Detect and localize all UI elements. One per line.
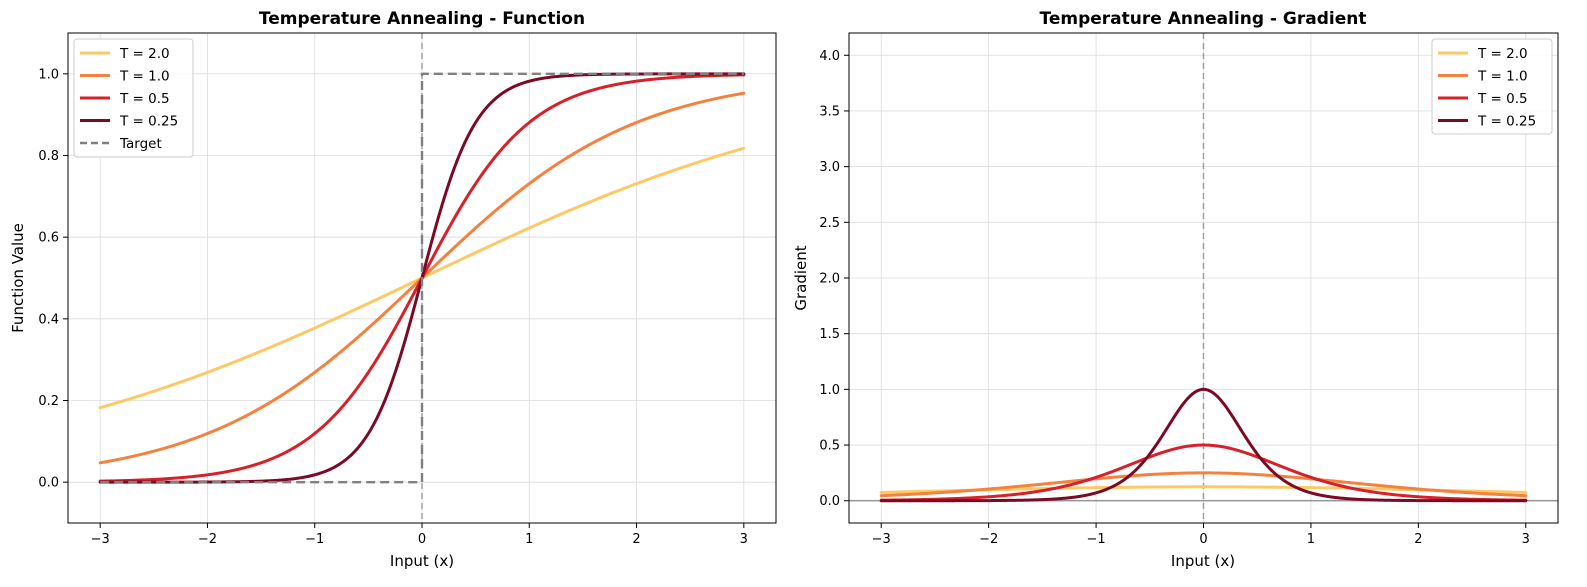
series-line	[879, 443, 1528, 502]
x-tick-label: 1	[525, 532, 533, 547]
gradient-ticks: −3 −2 −1 0 1 2 3 0.0 0.5 1.0 1.5 2.0 2.5 3.0 3.5 4.0	[819, 49, 1530, 547]
y-tick-label: 2.0	[819, 272, 840, 287]
y-tick-label: 1.0	[819, 383, 840, 398]
function-panel: −3 −2 −1 0 1 2 3 0.0 0.2 0.4 0.6 0.8 1.0 Temperature…	[9, 9, 777, 570]
x-tick-label: −1	[1086, 532, 1105, 547]
x-tick-label: 0	[418, 532, 426, 547]
y-tick-label: 0.0	[819, 494, 840, 509]
legend-box	[1431, 38, 1553, 135]
x-tick-label: 3	[740, 532, 748, 547]
legend-label: Target	[119, 136, 162, 152]
x-tick-label: 0	[1199, 532, 1207, 547]
target-line	[100, 72, 744, 484]
function-ticks: −3 −2 −1 0 1 2 3 0.0 0.2 0.4 0.6 0.8 1.0	[38, 67, 748, 547]
legend-label: T = 2.0	[1477, 46, 1528, 62]
y-tick-label: 1.0	[38, 67, 59, 82]
x-tick-label: 2	[632, 532, 640, 547]
function-series	[98, 33, 746, 523]
x-tick-label: 2	[1414, 532, 1422, 547]
y-tick-label: 1.5	[819, 327, 840, 342]
x-tick-label: −3	[872, 532, 891, 547]
x-tick-label: 1	[1307, 532, 1315, 547]
function-chart-title: Temperature Annealing - Function	[259, 9, 585, 29]
y-tick-label: 0.2	[38, 394, 59, 409]
function-x-axis-label: Input (x)	[390, 552, 454, 570]
y-tick-label: 0.0	[38, 476, 59, 491]
legend-box	[73, 38, 194, 158]
x-tick-label: 3	[1522, 532, 1530, 547]
legend-label: T = 0.25	[119, 114, 178, 130]
x-tick-label: −2	[198, 532, 217, 547]
gradient-y-axis-label: Gradient	[792, 245, 810, 310]
gradient-chart-title: Temperature Annealing - Gradient	[1040, 9, 1367, 29]
x-tick-label: −2	[979, 532, 998, 547]
y-tick-label: 4.0	[819, 49, 840, 64]
series-line	[879, 387, 1528, 503]
x-tick-label: −3	[91, 532, 110, 547]
series-line	[879, 471, 1528, 498]
y-tick-label: 3.0	[819, 160, 840, 175]
y-tick-label: 0.4	[38, 312, 59, 327]
gradient-legend: T = 2.0 T = 1.0 T = 0.5 T = 0.25	[1431, 38, 1553, 135]
y-tick-label: 0.6	[38, 231, 59, 246]
y-tick-label: 0.5	[819, 439, 840, 454]
legend-label: T = 1.0	[119, 69, 170, 85]
legend-label: T = 0.25	[1477, 114, 1536, 130]
gradient-panel: −3 −2 −1 0 1 2 3 0.0 0.5 1.0 1.5 2.0 2.5 3.0 3.5 4.0 Te…	[792, 9, 1559, 570]
function-y-axis-label: Function Value	[9, 223, 27, 333]
gradient-series	[849, 33, 1558, 523]
y-tick-label: 0.8	[38, 149, 59, 164]
legend-label: T = 0.5	[119, 91, 170, 107]
legend-label: T = 0.5	[1477, 91, 1528, 107]
y-tick-label: 3.5	[819, 104, 840, 119]
x-tick-label: −1	[305, 532, 324, 547]
legend-label: T = 1.0	[1477, 69, 1528, 85]
legend-label: T = 2.0	[119, 46, 170, 62]
function-legend: T = 2.0 T = 1.0 T = 0.5 T = 0.25 Target	[73, 38, 194, 158]
y-tick-label: 2.5	[819, 216, 840, 231]
gradient-x-axis-label: Input (x)	[1171, 552, 1235, 570]
